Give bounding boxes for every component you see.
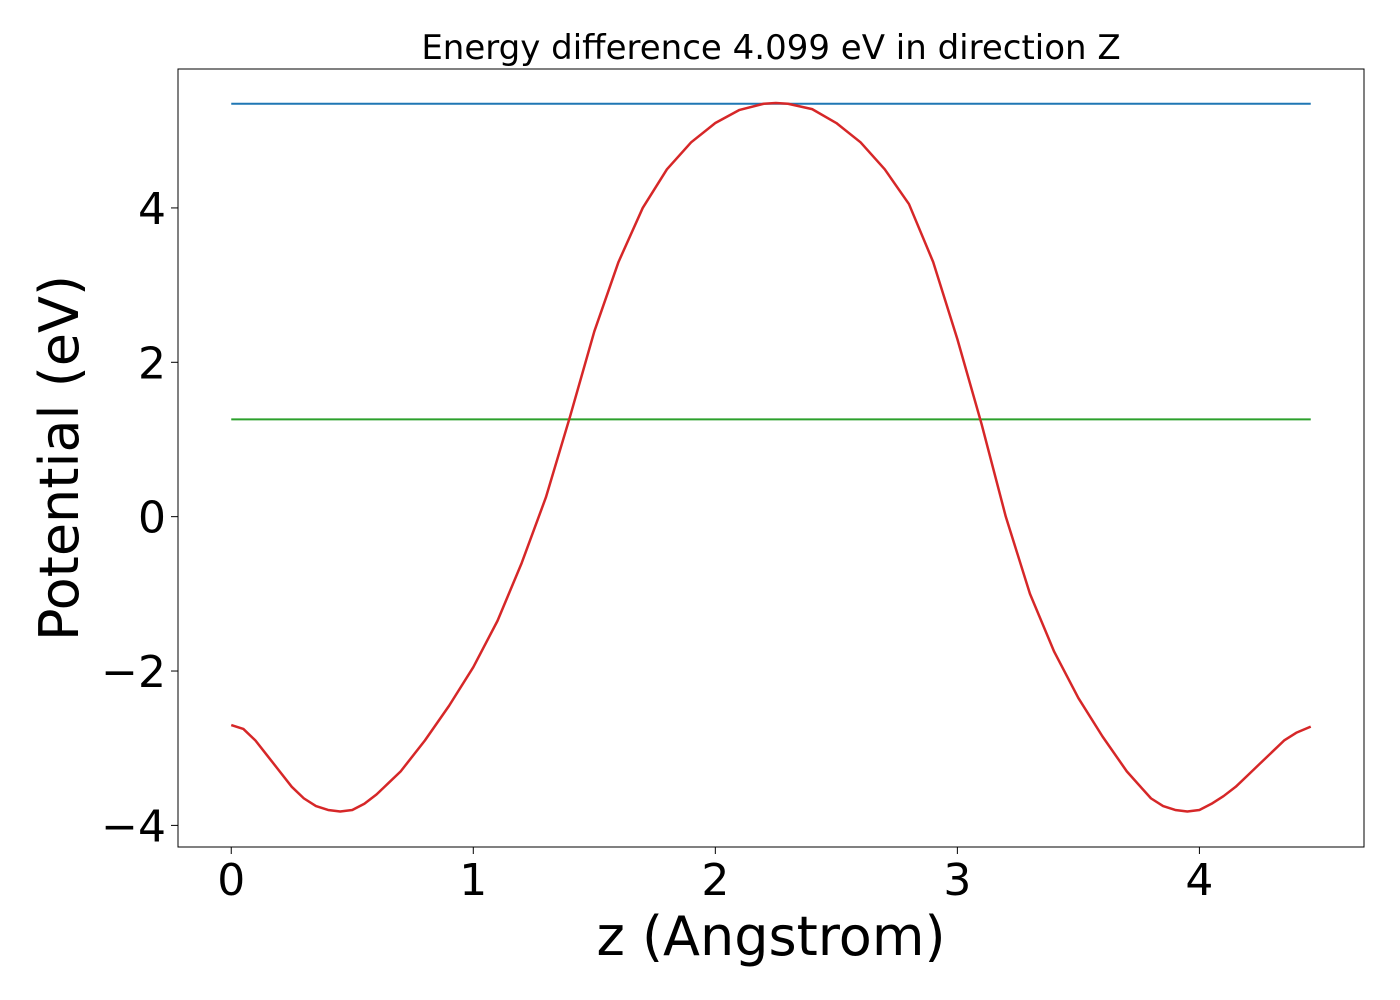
x-axis-label: z (Angstrom)	[596, 905, 945, 968]
x-tick-label: 4	[1185, 855, 1213, 906]
y-axis: −4 −2 0 2 4	[101, 184, 178, 852]
x-tick-label: 0	[217, 855, 245, 906]
y-tick-label: 2	[138, 338, 166, 389]
x-axis: 0 1 2 3 4	[217, 847, 1213, 906]
y-tick-label: −2	[101, 647, 166, 698]
y-tick-label: −4	[101, 801, 166, 852]
series-line-3	[230, 101, 1312, 813]
y-axis-label: Potential (eV)	[28, 275, 91, 641]
y-tick-label: 0	[138, 493, 166, 544]
x-tick-label: 3	[943, 855, 971, 906]
chart-title: Energy difference 4.099 eV in direction …	[421, 28, 1120, 68]
y-tick-label: 4	[138, 184, 166, 235]
x-tick-label: 1	[459, 855, 487, 906]
plot-frame	[177, 68, 1365, 848]
series-layer	[230, 101, 1312, 813]
x-tick-label: 2	[701, 855, 729, 906]
